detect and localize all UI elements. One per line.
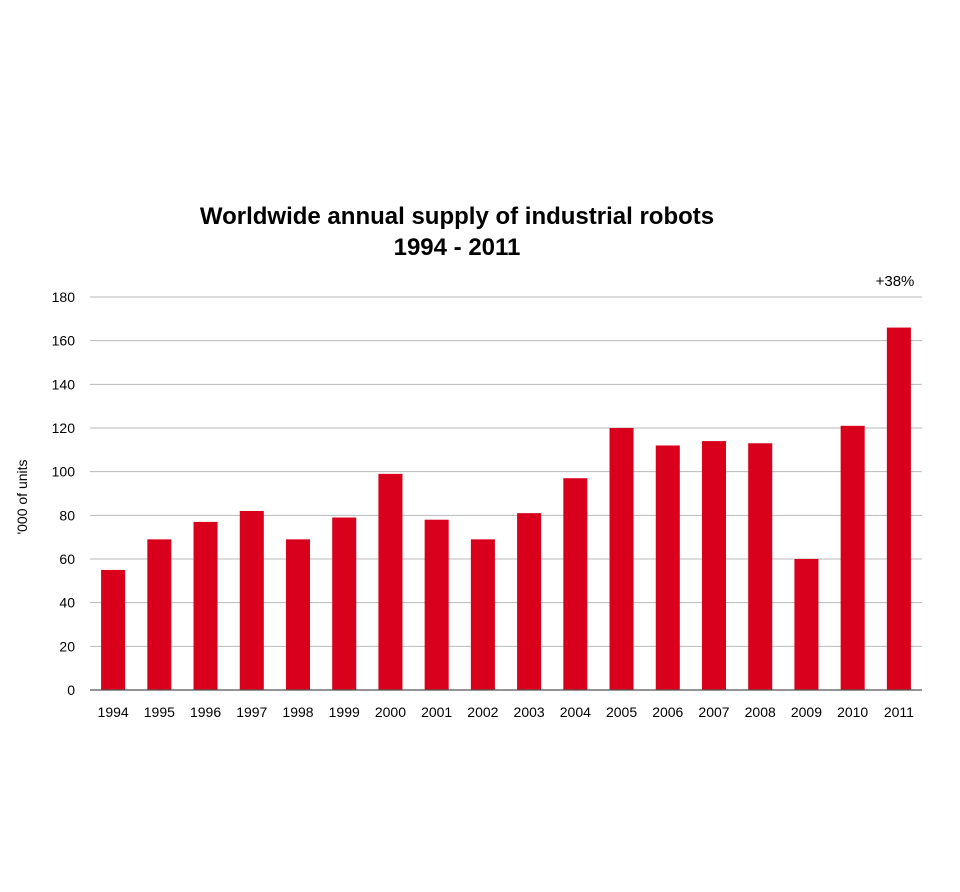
x-tick-label: 2001 bbox=[421, 704, 452, 720]
x-tick-label: 2005 bbox=[606, 704, 637, 720]
chart-title: Worldwide annual supply of industrial ro… bbox=[200, 203, 714, 230]
bar-2007 bbox=[701, 441, 727, 690]
y-tick-label: 160 bbox=[52, 333, 76, 349]
y-tick-label: 80 bbox=[59, 507, 75, 523]
bar-2003 bbox=[517, 513, 542, 690]
x-tick-label: 2003 bbox=[514, 704, 545, 720]
bar-2010 bbox=[840, 425, 865, 690]
x-tick-label: 1994 bbox=[98, 704, 129, 720]
bar-2001 bbox=[424, 519, 449, 690]
y-tick-label: 100 bbox=[52, 464, 76, 480]
y-tick-label: 180 bbox=[52, 289, 76, 305]
bar-1995 bbox=[147, 539, 172, 690]
x-tick-label: 2006 bbox=[652, 704, 683, 720]
bar-2008 bbox=[748, 443, 773, 690]
x-tick-label: 1995 bbox=[144, 704, 175, 720]
bar-1999 bbox=[332, 517, 357, 690]
x-tick-label: 2007 bbox=[698, 704, 729, 720]
bar-1996 bbox=[193, 521, 218, 690]
bar-2005 bbox=[609, 428, 634, 690]
x-tick-label: 2002 bbox=[467, 704, 498, 720]
bar-1998 bbox=[285, 539, 311, 690]
y-tick-label: 140 bbox=[52, 376, 76, 392]
x-tick-label: 1997 bbox=[236, 704, 267, 720]
x-tick-label: 2000 bbox=[375, 704, 406, 720]
bars bbox=[101, 327, 911, 690]
x-tick-label: 2011 bbox=[884, 704, 914, 720]
x-tick-label: 2004 bbox=[560, 704, 591, 720]
chart-subtitle: 1994 - 2011 bbox=[394, 234, 521, 261]
x-tick-label: 2008 bbox=[745, 704, 776, 720]
x-tick-label: 1998 bbox=[282, 704, 313, 720]
bar-2006 bbox=[655, 445, 680, 690]
bar-2004 bbox=[563, 478, 588, 690]
y-tick-label: 40 bbox=[59, 595, 75, 611]
x-tick-label: 2010 bbox=[837, 704, 868, 720]
bar-2000 bbox=[378, 473, 403, 690]
x-tick-label: 1996 bbox=[190, 704, 221, 720]
gridlines bbox=[90, 296, 922, 647]
bar-2009 bbox=[794, 559, 819, 690]
x-tick-label: 2009 bbox=[791, 704, 822, 720]
bar-1997 bbox=[239, 510, 264, 690]
y-tick-label: 60 bbox=[59, 551, 75, 567]
y-axis-title: '000 of units bbox=[14, 459, 30, 534]
growth-annotation: +38% bbox=[876, 273, 915, 290]
bar-2002 bbox=[470, 539, 495, 690]
y-tick-label: 120 bbox=[52, 420, 76, 436]
x-tick-label: 1999 bbox=[329, 704, 360, 720]
bar-1994 bbox=[101, 569, 126, 690]
y-tick-label: 20 bbox=[59, 638, 75, 654]
bar-2011 bbox=[886, 327, 911, 690]
x-axis-ticks: 1994 1995 1996 1997 1998 1999 2000 2001 2002 2003… bbox=[98, 704, 915, 720]
y-tick-label: 0 bbox=[67, 682, 75, 698]
y-axis-ticks: 0 20 40 60 80 100 120 140 160 180 bbox=[52, 289, 76, 698]
